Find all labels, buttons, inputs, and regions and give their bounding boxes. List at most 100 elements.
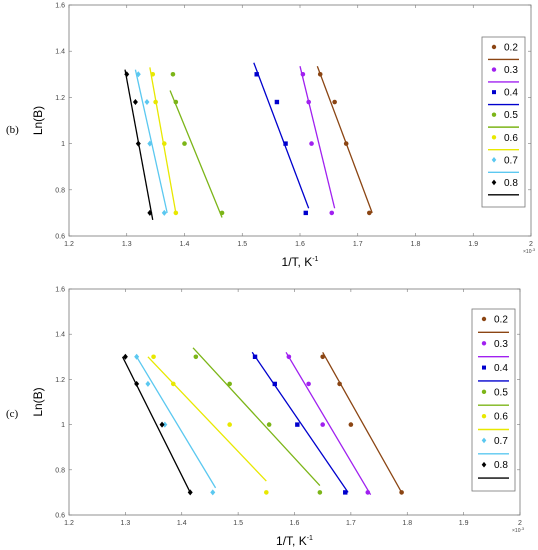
legend-entry: 0.6 xyxy=(488,133,519,151)
legend-label: 0.4 xyxy=(504,88,518,99)
legend-box xyxy=(481,36,526,208)
legend-entry: 0.5 xyxy=(478,387,509,406)
data-point xyxy=(173,99,179,105)
data-point xyxy=(161,209,167,216)
fit-line xyxy=(169,90,223,218)
legend-marker xyxy=(491,179,497,186)
y-axis-title: Ln(B) xyxy=(31,106,45,135)
data-point xyxy=(182,141,187,146)
legend-marker xyxy=(481,413,487,419)
x-tick-label: 1.3 xyxy=(122,241,132,248)
legend-entry: 0.3 xyxy=(488,65,519,83)
data-point xyxy=(266,422,272,427)
legend-entry: 0.7 xyxy=(478,436,509,455)
legend-label: 0.5 xyxy=(504,110,518,121)
y-tick-label: 0.8 xyxy=(55,467,65,474)
series-0.3 xyxy=(285,351,372,495)
legend-marker xyxy=(491,112,497,117)
x-axis-title: 1/T, K-1 xyxy=(276,534,313,548)
data-point xyxy=(303,210,308,216)
y-tick-label: 1.4 xyxy=(55,49,65,56)
legend-entry: 0.2 xyxy=(488,43,519,61)
y-tick-label: 1.4 xyxy=(55,332,65,339)
data-point xyxy=(332,99,337,105)
data-point xyxy=(135,140,141,147)
data-point xyxy=(150,72,156,77)
legend-marker xyxy=(491,44,497,50)
data-point xyxy=(147,140,153,147)
x-tick-label: 1.2 xyxy=(64,241,74,248)
series-0.6 xyxy=(147,354,269,495)
legend-marker xyxy=(481,316,487,322)
data-point xyxy=(399,490,404,495)
legend-label: 0.6 xyxy=(494,412,508,423)
legend-label: 0.2 xyxy=(504,43,518,54)
data-point xyxy=(132,99,138,106)
legend-entry: 0.6 xyxy=(478,412,509,431)
series-0.7 xyxy=(134,69,168,216)
data-point xyxy=(161,141,167,146)
data-point xyxy=(193,354,199,360)
x-tick-label: 1.8 xyxy=(411,241,421,248)
data-point xyxy=(343,141,349,146)
data-point xyxy=(124,71,130,78)
data-point xyxy=(173,210,179,216)
data-point xyxy=(306,99,311,105)
data-point xyxy=(254,72,259,77)
data-point xyxy=(306,381,311,387)
data-point xyxy=(227,422,232,427)
data-point xyxy=(264,490,269,495)
data-point xyxy=(348,422,354,427)
data-point xyxy=(134,380,140,387)
data-point xyxy=(329,210,335,216)
x-tick-label: 1.5 xyxy=(233,520,243,527)
data-point xyxy=(252,354,258,359)
legend-label: 0.8 xyxy=(494,460,508,471)
data-point xyxy=(162,421,168,428)
series-0.8 xyxy=(121,353,193,496)
legend-box xyxy=(471,308,516,492)
y-tick-label: 1 xyxy=(61,141,65,148)
data-point xyxy=(286,354,292,360)
data-point xyxy=(159,421,165,428)
fit-line xyxy=(285,351,372,495)
fit-line xyxy=(136,356,217,489)
series-0.3 xyxy=(299,66,336,216)
data-point xyxy=(365,490,371,495)
legend-marker xyxy=(491,157,497,163)
x-tick-label: 1.9 xyxy=(468,241,478,248)
chart-b-svg: 1.2 1.3 1.4 1.5 1.6 1.7 1.8 1.9 2 0.6 0.8 1 1.2 1.4 1.… xyxy=(31,3,536,270)
legend-marker xyxy=(481,461,487,468)
series-0.5 xyxy=(192,347,323,495)
data-point xyxy=(151,354,156,360)
legend-entry: 0.2 xyxy=(478,315,509,334)
data-point xyxy=(295,422,300,427)
legend-label: 0.5 xyxy=(494,387,508,398)
legend-marker xyxy=(481,437,487,444)
x-tick-label: 1.7 xyxy=(346,520,356,527)
data-point xyxy=(343,490,348,495)
y-tick-label: 1.6 xyxy=(55,287,65,294)
legend-label: 0.4 xyxy=(494,363,508,374)
series-0.4 xyxy=(251,351,349,495)
legend-entry: 0.3 xyxy=(478,339,509,358)
legend-label: 0.7 xyxy=(494,436,508,447)
fit-line xyxy=(322,351,403,493)
data-point xyxy=(274,99,280,105)
y-axis-title: Ln(B) xyxy=(31,387,45,416)
fit-line xyxy=(251,351,349,493)
data-point xyxy=(170,381,176,387)
data-point xyxy=(317,490,323,495)
legend-label: 0.3 xyxy=(504,65,518,76)
fit-line xyxy=(147,356,267,482)
legend-marker xyxy=(482,365,486,370)
legend-entry: 0.7 xyxy=(488,155,519,173)
series-0.2 xyxy=(320,351,404,495)
y-tick-label: 1.2 xyxy=(55,377,65,384)
data-point xyxy=(309,141,314,146)
data-point xyxy=(153,99,158,105)
fit-line xyxy=(192,347,321,487)
data-point xyxy=(187,489,193,496)
legend-entry: 0.5 xyxy=(488,110,519,128)
legend-marker xyxy=(491,67,497,72)
